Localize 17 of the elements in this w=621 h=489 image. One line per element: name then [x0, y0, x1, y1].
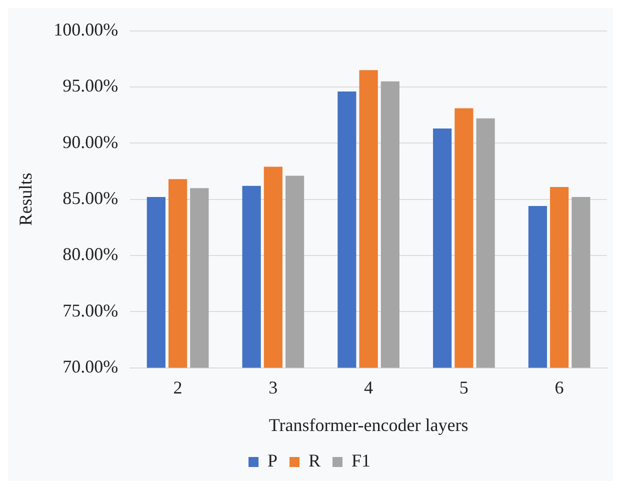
x-axis-title: Transformer-encoder layers — [268, 414, 468, 435]
x-tick-label: 4 — [364, 377, 374, 398]
x-tick-label: 3 — [268, 377, 278, 398]
y-tick-label: 95.00% — [62, 76, 118, 96]
y-tick-label: 85.00% — [62, 188, 118, 208]
y-tick-label: 70.00% — [62, 356, 118, 377]
y-tick-label: 80.00% — [62, 244, 118, 264]
x-tick-label: 5 — [459, 377, 468, 398]
legend-label: P — [267, 450, 278, 471]
legend-label: R — [308, 450, 321, 471]
y-tick-label: 90.00% — [62, 132, 118, 152]
legend-label: F1 — [352, 450, 371, 471]
y-axis-title: Results — [16, 172, 36, 226]
x-tick-label: 2 — [173, 377, 182, 398]
y-tick-label: 75.00% — [62, 300, 118, 320]
x-tick-label: 6 — [554, 377, 564, 398]
y-tick-label: 100.00% — [54, 20, 118, 40]
